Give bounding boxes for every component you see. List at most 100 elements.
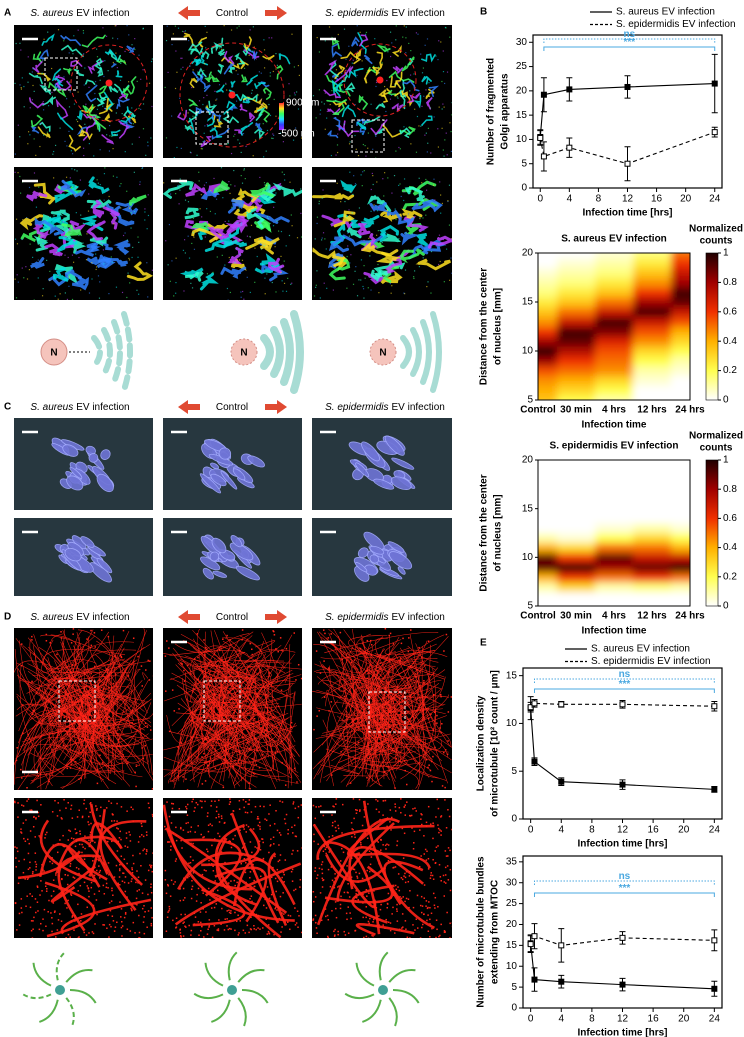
speckle	[179, 888, 181, 890]
speckle	[385, 918, 387, 921]
speckle	[46, 831, 48, 834]
signal	[55, 79, 72, 91]
speckle	[69, 49, 71, 51]
speckle	[366, 837, 369, 840]
speckle	[167, 841, 169, 843]
speckle	[222, 786, 225, 789]
speckle	[104, 167, 106, 169]
filament	[338, 646, 386, 692]
speckle	[98, 859, 100, 862]
speckle	[209, 823, 212, 825]
speckle	[331, 835, 334, 837]
filament	[28, 631, 109, 715]
speckle	[217, 813, 220, 816]
speckle	[427, 906, 429, 909]
speckle	[52, 879, 55, 881]
speckle	[400, 642, 403, 645]
speckle	[394, 803, 396, 805]
data-point	[624, 160, 631, 167]
speckle	[297, 108, 300, 110]
speckle	[277, 705, 280, 708]
filament	[370, 669, 393, 750]
speckle	[132, 820, 135, 823]
speckle	[429, 918, 431, 921]
signal	[428, 85, 440, 98]
speckle	[203, 69, 205, 72]
speckle	[190, 897, 193, 900]
speckle	[254, 805, 257, 808]
golgi-stack	[357, 547, 369, 558]
speckle	[271, 857, 274, 859]
speckle	[367, 287, 369, 289]
filament	[63, 659, 112, 680]
speckle	[330, 266, 332, 268]
speckle	[347, 906, 349, 908]
speckle	[428, 901, 430, 903]
speckle	[124, 232, 126, 234]
colorbar-tick-label: 1	[723, 248, 729, 259]
signal	[378, 89, 389, 103]
speckle	[450, 696, 452, 698]
speckle	[377, 826, 380, 828]
speckle	[35, 206, 38, 208]
speckle	[323, 629, 325, 631]
speckle	[104, 107, 106, 110]
speckle	[53, 215, 55, 217]
speckle	[415, 676, 417, 678]
significance-label: ns	[619, 871, 631, 882]
speckle	[387, 51, 389, 53]
speckle	[253, 924, 255, 927]
speckle	[398, 146, 400, 149]
speckle	[265, 819, 268, 822]
speckle	[91, 278, 93, 280]
signal	[42, 217, 62, 230]
microtubule	[344, 992, 375, 1000]
speckle	[396, 96, 398, 98]
filament	[171, 745, 210, 782]
speckle	[109, 909, 112, 912]
speckle	[94, 201, 96, 204]
speckle	[271, 744, 274, 746]
heatmap-cell	[557, 464, 596, 476]
speckle	[368, 203, 370, 205]
speckle	[246, 924, 249, 927]
speckle	[391, 913, 393, 915]
speckle	[448, 815, 451, 818]
speckle	[182, 935, 185, 937]
speckle	[335, 154, 337, 156]
speckle	[168, 815, 171, 818]
speckle	[121, 935, 123, 937]
speckle	[99, 183, 101, 186]
speckle	[178, 807, 181, 810]
filament	[39, 676, 122, 726]
speckle	[39, 875, 41, 877]
speckle	[288, 83, 290, 85]
speckle	[348, 45, 350, 47]
speckle	[339, 873, 341, 876]
speckle	[50, 895, 53, 897]
speckle	[63, 716, 65, 719]
speckle	[356, 848, 358, 850]
filament	[208, 759, 242, 787]
significance-label: ***	[623, 37, 635, 48]
speckle	[116, 38, 119, 40]
speckle	[355, 896, 358, 899]
y-axis-label: Distance from the center	[479, 268, 490, 385]
speckle	[345, 69, 347, 71]
speckle	[246, 669, 249, 672]
speckle	[442, 50, 444, 52]
speckle	[17, 882, 20, 885]
speckle	[32, 928, 34, 930]
speckle	[88, 713, 90, 716]
y-tick-label: 5	[521, 158, 527, 169]
speckle	[223, 837, 226, 840]
speckle	[278, 859, 281, 862]
speckle	[43, 870, 45, 872]
speckle	[108, 874, 110, 876]
heatmap-cell	[671, 571, 690, 583]
speckle	[240, 877, 242, 879]
speckle	[243, 842, 246, 845]
speckle	[415, 810, 418, 812]
heatmap-cell	[538, 336, 558, 347]
speckle	[441, 80, 443, 83]
